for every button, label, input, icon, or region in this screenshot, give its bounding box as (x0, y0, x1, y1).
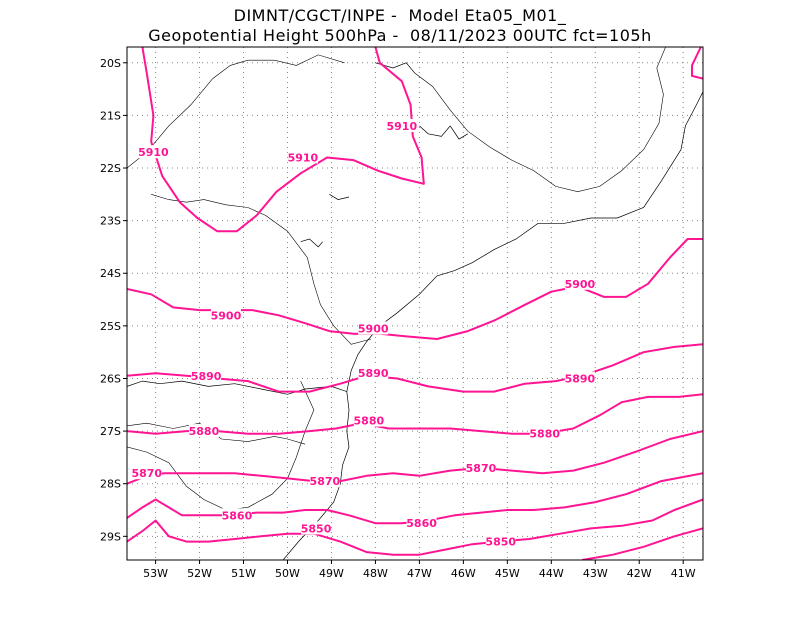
contour-label-bg (485, 534, 516, 548)
lat-tick-label: 27S (100, 425, 121, 438)
contour-label: 5880 (529, 428, 560, 441)
axis-ticks: 53W 52W 51W 50W 49W 48W 47W 46W 45W 44W 43W 42W 41W 2… (100, 57, 696, 580)
contour-label: 5850 (301, 522, 332, 535)
lon-tick-label: 44W (539, 567, 564, 580)
lon-tick-label: 41W (671, 567, 696, 580)
coastline (300, 238, 323, 248)
lat-tick-label: 22S (100, 162, 121, 175)
lat-tick-label: 21S (100, 109, 121, 122)
contour-label-bg (358, 321, 389, 335)
contour-label-bg (309, 474, 340, 488)
state-border (151, 194, 372, 345)
state-border (127, 54, 345, 169)
lat-tick-label: 23S (100, 215, 121, 228)
contour-label-bg (138, 145, 169, 159)
contour-label-layer: 5910 5910 5910 5900 5900 5900 5890 5890 5890 5880… (131, 118, 596, 549)
contour-label-bg (131, 466, 162, 480)
contour-label: 5870 (131, 467, 162, 480)
contour-5850 (127, 498, 703, 556)
contour-label: 5910 (138, 146, 169, 159)
contour-label: 5850 (485, 536, 516, 549)
state-border (186, 380, 315, 511)
state-border (127, 422, 306, 445)
contour-label: 5890 (565, 372, 596, 385)
contour-label-bg (465, 460, 496, 474)
contour-label: 5910 (288, 151, 319, 164)
lat-tick-label: 24S (100, 267, 121, 280)
lat-tick-label: 25S (100, 320, 121, 333)
contour-label-bg (406, 516, 437, 530)
lat-tick-label: 20S (100, 57, 121, 70)
map-frame (126, 46, 704, 561)
contour-label-bg (210, 308, 241, 322)
lon-tick-label: 46W (451, 567, 476, 580)
coastline (346, 91, 703, 392)
contour-5910 (141, 47, 425, 233)
contour-label: 5860 (222, 509, 253, 522)
contour-label-bg (353, 413, 384, 427)
coastline (329, 194, 350, 200)
contour-label: 5910 (386, 120, 417, 133)
lon-tick-label: 47W (407, 567, 432, 580)
lon-tick-label: 51W (231, 567, 256, 580)
lon-tick-label: 50W (275, 567, 300, 580)
contour-label-bg (287, 150, 318, 164)
lat-lon-grid (127, 47, 703, 560)
lon-tick-label: 48W (363, 567, 388, 580)
contour-label-bg (358, 366, 389, 380)
lat-tick-label: 28S (100, 478, 121, 491)
lon-tick-label: 45W (495, 567, 520, 580)
contour-label-bg (188, 424, 219, 438)
contour-label-bg (301, 521, 332, 535)
contour-5840 (581, 527, 703, 560)
contour-5880 (127, 393, 703, 435)
contour-label-bg (564, 371, 595, 385)
state-border (127, 446, 187, 487)
geography-layer (127, 47, 703, 560)
map-title-line-2: Geopotential Height 500hPa - 08/11/2023 … (148, 26, 652, 45)
contour-5860 (127, 472, 703, 525)
state-border (414, 47, 666, 193)
contour-5900 (127, 238, 703, 340)
contour-5870 (127, 430, 703, 485)
lon-tick-label: 49W (319, 567, 344, 580)
contour-label-bg (386, 118, 417, 132)
contour-label: 5890 (191, 370, 222, 383)
contour-label: 5880 (189, 425, 220, 438)
contour-label: 5860 (406, 517, 437, 530)
lat-tick-label: 26S (100, 372, 121, 385)
contour-label: 5900 (211, 309, 242, 322)
contour-label: 5900 (565, 278, 596, 291)
contour-label: 5870 (466, 462, 497, 475)
contour-label-bg (529, 426, 560, 440)
contour-5910 (691, 47, 703, 80)
lon-tick-label: 53W (143, 567, 168, 580)
contour-label-bg (221, 508, 252, 522)
lon-tick-label: 43W (583, 567, 608, 580)
contour-label-bg (564, 276, 595, 290)
contour-label: 5870 (310, 475, 341, 488)
lon-tick-label: 42W (627, 567, 652, 580)
contour-label-bg (191, 368, 222, 382)
coastline (127, 380, 350, 560)
contour-label: 5880 (354, 415, 385, 428)
lon-tick-label: 52W (187, 567, 212, 580)
lat-tick-label: 29S (100, 530, 121, 543)
map-title-line-1: DIMNT/CGCT/INPE - Model Eta05_M01_ (233, 6, 567, 25)
contour-label: 5890 (358, 367, 389, 380)
coastline (419, 125, 468, 140)
contour-label: 5900 (358, 322, 389, 335)
contour-5890 (127, 343, 703, 393)
